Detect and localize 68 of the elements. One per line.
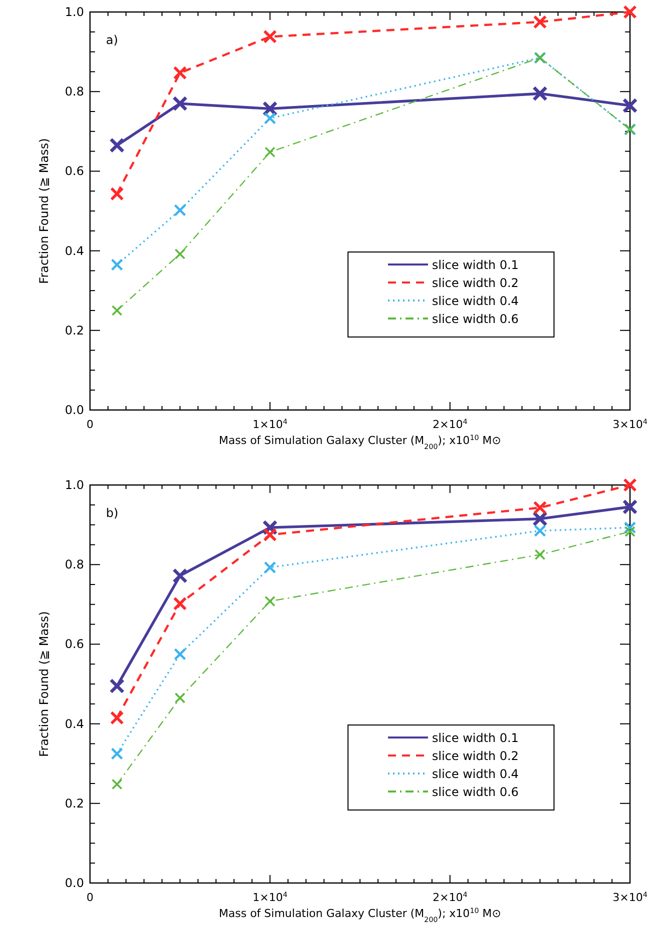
point xyxy=(173,66,187,80)
y-tick-label: 1.0 xyxy=(64,5,84,19)
point xyxy=(172,568,188,584)
y-axis-title: Fraction Found (≧ Mass) xyxy=(37,138,51,284)
point xyxy=(533,500,547,515)
point xyxy=(623,5,637,19)
y-tick-label: 0.6 xyxy=(64,637,84,652)
point xyxy=(622,499,638,515)
legend-label: slice width 0.6 xyxy=(432,312,519,326)
point xyxy=(532,511,548,526)
point xyxy=(264,112,276,124)
point xyxy=(109,138,125,153)
point xyxy=(264,561,276,574)
x-axis-title: Mass of Simulation Galaxy Cluster (M$_{200}$); x10$^{10}$ M⊙ xyxy=(218,906,502,924)
point xyxy=(173,596,187,611)
legend-label: slice width 0.1 xyxy=(432,731,519,745)
x-tick-label: 0 xyxy=(86,418,94,431)
annotation: a) xyxy=(106,33,118,47)
y-tick-label: 1.0 xyxy=(64,478,84,492)
point xyxy=(174,248,186,260)
point xyxy=(534,524,546,537)
point xyxy=(264,146,276,158)
x-tick-label: 1×10$^{4}$ xyxy=(252,416,288,431)
point xyxy=(532,86,548,102)
point xyxy=(174,204,186,216)
point xyxy=(172,96,188,112)
point xyxy=(264,596,276,607)
y-tick-label: 0.2 xyxy=(64,796,84,810)
legend-label: slice width 0.6 xyxy=(432,785,519,799)
legend-label: slice width 0.1 xyxy=(432,258,519,272)
point xyxy=(112,778,122,790)
y-tick-label: 0.6 xyxy=(64,164,84,178)
legend-label: slice width 0.4 xyxy=(432,294,519,308)
point xyxy=(174,692,186,704)
point xyxy=(109,678,125,694)
legend-label: slice width 0.2 xyxy=(432,276,519,290)
point xyxy=(110,186,124,201)
point xyxy=(112,305,122,316)
point xyxy=(623,478,637,492)
y-tick-label: 0.4 xyxy=(64,244,84,258)
point xyxy=(533,15,547,29)
y-tick-label: 0.0 xyxy=(64,403,84,417)
point xyxy=(263,30,277,44)
point xyxy=(534,549,546,560)
legend-label: slice width 0.4 xyxy=(432,767,519,781)
x-axis-title: Mass of Simulation Galaxy Cluster (M$_{200}$); x10$^{10}$ M⊙ xyxy=(218,432,502,450)
point xyxy=(263,528,277,542)
x-tick-label: 1×10$^{4}$ xyxy=(252,890,288,904)
x-tick-label: 3×10$^{4}$ xyxy=(612,416,648,431)
y-tick-label: 0.4 xyxy=(64,716,84,731)
point xyxy=(110,258,124,271)
legend-label: slice width 0.2 xyxy=(432,749,519,763)
y-tick-label: 0.0 xyxy=(64,876,84,890)
y-tick-label: 0.8 xyxy=(64,84,84,99)
point xyxy=(624,526,636,537)
annotation: b) xyxy=(106,506,118,520)
y-tick-label: 0.8 xyxy=(64,558,84,572)
point xyxy=(110,710,124,725)
x-tick-label: 2×10$^{4}$ xyxy=(432,416,468,431)
x-tick-label: 0 xyxy=(86,891,94,904)
x-tick-label: 3×10$^{4}$ xyxy=(612,890,648,904)
point xyxy=(110,748,124,760)
point xyxy=(174,648,186,660)
point xyxy=(624,521,636,534)
y-axis-title: Fraction Found (≧ Mass) xyxy=(37,611,51,757)
y-tick-label: 0.2 xyxy=(64,323,84,338)
x-tick-label: 2×10$^{4}$ xyxy=(432,890,468,904)
point xyxy=(622,98,638,114)
